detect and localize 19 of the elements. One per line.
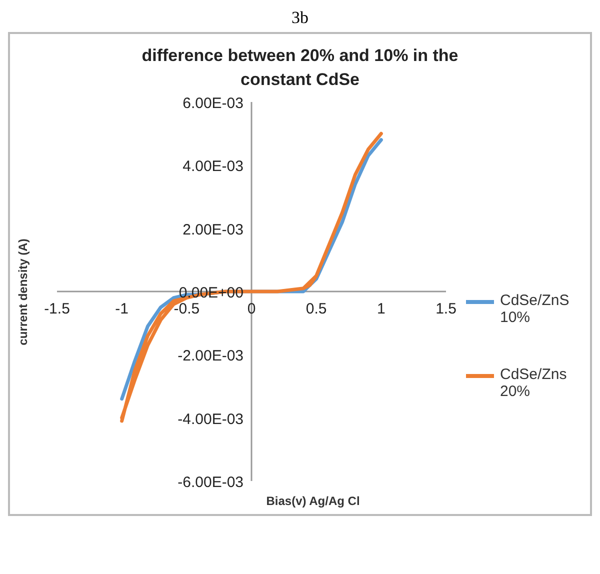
y-tick-label: -2.00E-03 xyxy=(178,348,244,365)
x-tick-label: -0.5 xyxy=(174,300,200,318)
text: 3b xyxy=(290,8,310,28)
y-tick-label: 6.00E-03 xyxy=(182,95,244,112)
y-tick-label: -6.00E-03 xyxy=(178,474,244,491)
x-tick-label: 0.5 xyxy=(306,300,327,318)
legend-label: CdSe/ZnS 10% xyxy=(500,292,570,326)
x-tick-label: -1 xyxy=(115,300,129,318)
x-tick-label: 1.5 xyxy=(436,300,456,318)
x-axis-title: Bias(v) Ag/Ag Cl xyxy=(265,494,361,508)
legend-label: CdSe/Zns 20% xyxy=(500,366,568,400)
x-tick-label: 1 xyxy=(376,300,386,318)
y-tick-label: 4.00E-03 xyxy=(182,158,244,176)
y-tick-label: 2.00E-03 xyxy=(182,221,244,238)
x-tick-label: 0 xyxy=(247,300,256,318)
y-axis-title: current density (A) xyxy=(16,238,30,346)
x-tick-label: -1.5 xyxy=(44,300,70,318)
y-tick-label: -4.00E-03 xyxy=(178,410,244,428)
chart-title: difference between 20% and 10% in the constant CdSe xyxy=(140,45,460,91)
